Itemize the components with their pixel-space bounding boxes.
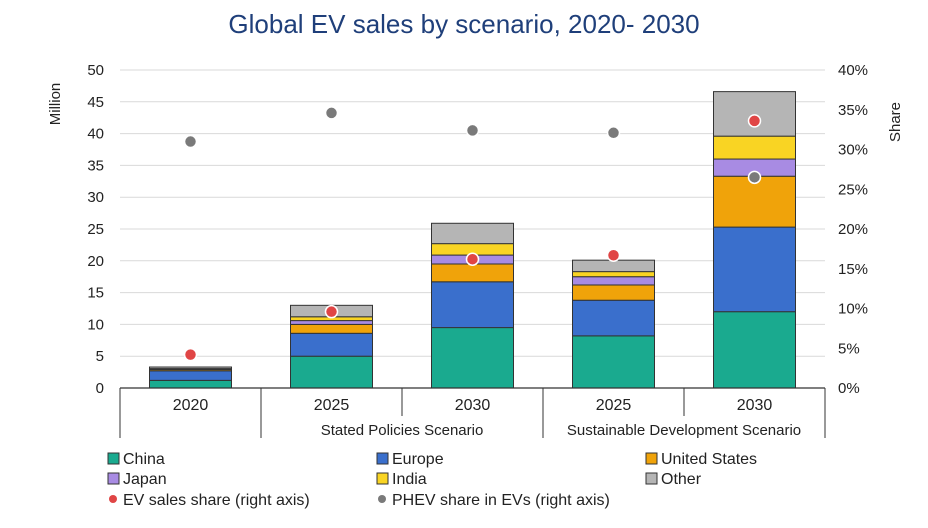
bar-segment-europe <box>290 332 373 357</box>
bar-segment-united-states <box>431 263 514 283</box>
y-tick-label: 50 <box>87 62 104 79</box>
y2-axis-ticks: 0% 5% 10% 15% 20% 25% 30% 35% 40% <box>838 62 868 397</box>
ev-share-point <box>465 252 480 266</box>
x-axis: 2020 2025 2030 2025 2030 Stated Policies Scen… <box>119 387 826 439</box>
bar-segment-europe <box>572 299 655 337</box>
y2-tick-label: 30% <box>838 142 868 159</box>
bar-segment-china <box>149 379 232 389</box>
bar-segment-china <box>431 327 514 389</box>
legend-swatch <box>107 452 120 465</box>
ev-share-point <box>747 114 762 128</box>
ev-share-point <box>183 347 198 362</box>
legend-label: PHEV share in EVs (right axis) <box>392 492 610 509</box>
bar-segment-other <box>713 91 796 137</box>
y-tick-label: 5 <box>96 348 104 365</box>
points <box>183 106 762 362</box>
legend-label: Europe <box>392 451 444 468</box>
legend-label: EV sales share (right axis) <box>123 492 310 509</box>
x-category-label: 2025 <box>314 397 350 414</box>
bar-segment-japan <box>572 276 655 286</box>
x-category-label: 2025 <box>596 397 632 414</box>
bar-segment-india <box>572 271 655 278</box>
y-tick-label: 0 <box>96 380 104 397</box>
y-tick-label: 30 <box>87 189 104 206</box>
bar-segment-china <box>290 355 373 389</box>
y2-axis-label: Share <box>887 102 904 142</box>
bar-segment-united-states <box>572 284 655 301</box>
bar-segment-india <box>713 135 796 160</box>
y2-tick-label: 20% <box>838 221 868 238</box>
y-tick-label: 20 <box>87 253 104 270</box>
y-tick-label: 25 <box>87 221 104 238</box>
y2-tick-label: 10% <box>838 301 868 318</box>
bar-segment-other <box>149 366 232 370</box>
bar-segment-united-states <box>713 175 796 228</box>
x-group-label: Stated Policies Scenario <box>321 422 484 439</box>
legend-swatch <box>107 472 120 485</box>
bars <box>149 91 796 389</box>
x-group-label: Sustainable Development Scenario <box>567 422 801 439</box>
phev-share-point <box>747 170 762 185</box>
legend-label: China <box>123 451 165 468</box>
ev-share-point <box>324 304 339 319</box>
legend-label: India <box>392 471 427 488</box>
x-category-label: 2030 <box>737 397 773 414</box>
legend-marker <box>109 495 117 503</box>
bar-segment-china <box>713 311 796 389</box>
bar-segment-japan <box>290 320 373 325</box>
bar-segment-europe <box>149 370 232 381</box>
bar-segment-europe <box>431 281 514 329</box>
legend-marker <box>378 495 386 503</box>
chart-title: Global EV sales by scenario, 2020- 2030 <box>228 9 699 39</box>
legend-swatch <box>645 472 658 485</box>
y-tick-label: 10 <box>87 316 104 333</box>
y-tick-label: 35 <box>87 157 104 174</box>
phev-share-point <box>324 106 339 120</box>
y2-tick-label: 5% <box>838 340 860 357</box>
legend-label: Other <box>661 471 702 488</box>
y2-tick-label: 15% <box>838 261 868 278</box>
bar-segment-united-states <box>290 323 373 334</box>
phev-share-point <box>606 126 621 140</box>
phev-share-point <box>183 134 198 149</box>
phev-share-point <box>465 123 480 138</box>
legend-label: United States <box>661 451 757 468</box>
bar-segment-europe <box>713 226 796 313</box>
legend-label: Japan <box>123 471 167 488</box>
legend-swatch <box>376 452 389 465</box>
legend-swatch <box>645 452 658 465</box>
x-category-label: 2020 <box>173 397 209 414</box>
y-tick-label: 40 <box>87 126 104 143</box>
ev-share-point <box>606 248 621 262</box>
y2-tick-label: 0% <box>838 380 860 397</box>
legend: China Europe United States Japan India Other E… <box>107 451 757 509</box>
y2-tick-label: 40% <box>838 62 868 79</box>
y-tick-label: 45 <box>87 94 104 111</box>
bar-segment-china <box>572 335 655 389</box>
y2-tick-label: 35% <box>838 102 868 119</box>
y-axis-label: Million <box>47 83 64 126</box>
x-category-label: 2030 <box>455 397 491 414</box>
legend-swatch <box>376 472 389 485</box>
bar-segment-other <box>431 222 514 245</box>
y-axis-ticks: 0 5 10 15 20 25 30 35 40 45 50 <box>87 62 104 397</box>
y-tick-label: 15 <box>87 285 104 302</box>
y2-tick-label: 25% <box>838 181 868 198</box>
